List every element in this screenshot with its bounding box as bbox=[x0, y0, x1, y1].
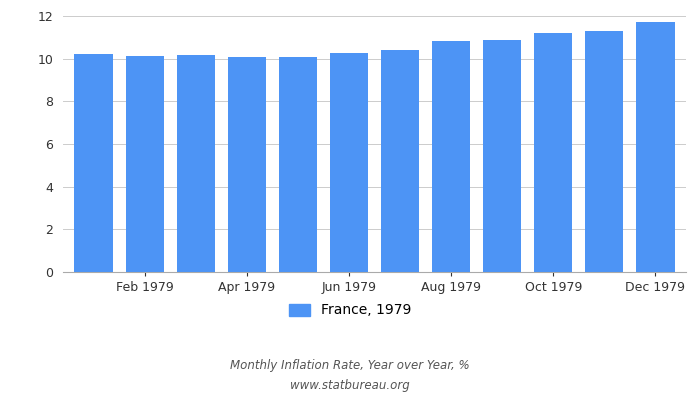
Bar bbox=[534, 34, 573, 272]
Bar bbox=[330, 53, 368, 272]
Bar bbox=[483, 40, 522, 272]
Bar bbox=[432, 41, 470, 272]
Bar bbox=[381, 50, 419, 272]
Bar bbox=[125, 56, 164, 272]
Bar bbox=[176, 55, 215, 272]
Bar bbox=[74, 54, 113, 272]
Text: Monthly Inflation Rate, Year over Year, %: Monthly Inflation Rate, Year over Year, … bbox=[230, 360, 470, 372]
Bar bbox=[279, 57, 317, 272]
Bar bbox=[228, 57, 266, 272]
Text: www.statbureau.org: www.statbureau.org bbox=[290, 380, 410, 392]
Bar bbox=[636, 22, 675, 272]
Bar bbox=[585, 31, 624, 272]
Legend: France, 1979: France, 1979 bbox=[284, 298, 416, 323]
